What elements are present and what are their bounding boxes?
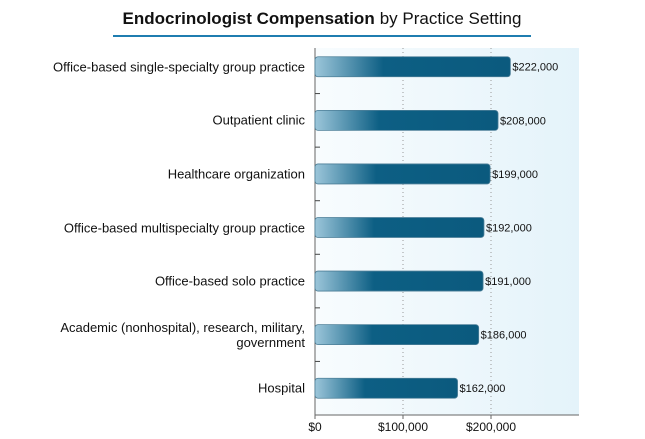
title-sub: by Practice Setting [380, 9, 522, 28]
bar [314, 270, 484, 292]
bar [314, 163, 491, 185]
category-label: Office-based single-specialty group prac… [53, 59, 305, 75]
category-label: Hospital [258, 380, 305, 396]
category-label: Healthcare organization [167, 166, 305, 182]
value-label: $199,000 [492, 169, 538, 181]
x-tick-label: $100,000 [378, 420, 428, 434]
value-label: $191,000 [485, 276, 531, 288]
category-label: Outpatient clinic [212, 112, 306, 128]
x-tick-label: $0 [308, 420, 322, 434]
value-label: $192,000 [486, 222, 532, 234]
bar [314, 217, 485, 238]
category-label: Office-based solo practice [154, 273, 305, 289]
title-main: Endocrinologist Compensation [123, 9, 375, 28]
category-label: Academic (nonhospital), research, milita… [60, 319, 305, 350]
bar [314, 377, 458, 399]
bar [314, 324, 480, 346]
value-label: $162,000 [460, 383, 506, 395]
bar [314, 56, 511, 78]
chart-title: Endocrinologist Compensation by Practice … [123, 9, 522, 28]
value-label: $208,000 [500, 115, 546, 127]
value-label: $186,000 [481, 330, 527, 342]
bar [314, 109, 499, 131]
x-tick-label: $200,000 [466, 420, 516, 434]
value-label: $222,000 [512, 62, 558, 74]
category-label: Office-based multispecialty group practi… [63, 220, 305, 235]
